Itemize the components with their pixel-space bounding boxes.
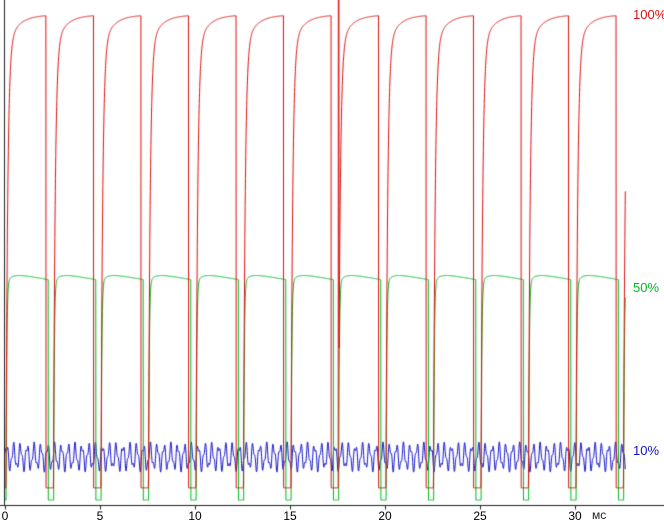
x-tick-label-15: 15	[283, 509, 297, 523]
level-label-10: 10%	[633, 443, 660, 458]
x-tick-label-0: 0	[1, 509, 9, 523]
x-axis-unit-label: мс	[592, 508, 607, 522]
x-tick-label-10: 10	[188, 509, 202, 523]
x-tick-label-25: 25	[473, 509, 487, 523]
level-label-50: 50%	[633, 280, 660, 295]
x-tick-label-30: 30	[568, 509, 582, 523]
x-tick-label-5: 5	[96, 509, 104, 523]
x-tick-label-20: 20	[378, 509, 392, 523]
level-label-100: 100%	[633, 7, 664, 22]
